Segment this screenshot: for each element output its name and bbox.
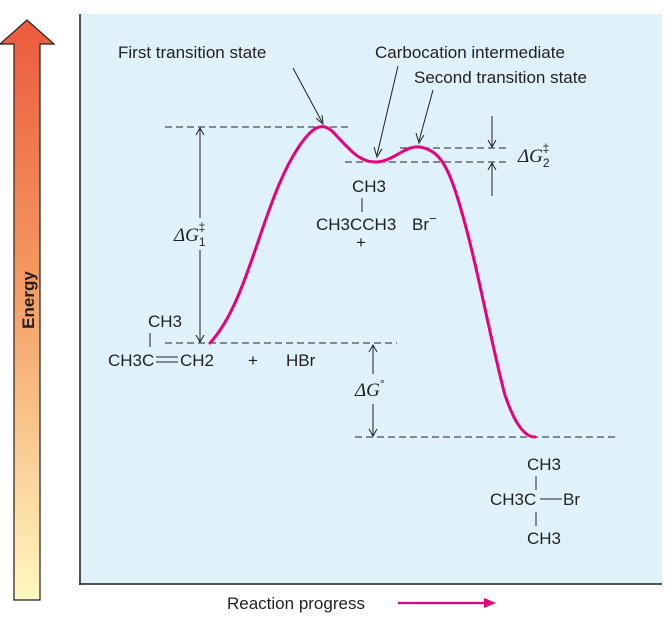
svg-text:CH3C: CH3C	[490, 490, 536, 509]
svg-text:Br−: Br−	[412, 211, 437, 234]
reaction-energy-curve	[208, 125, 537, 439]
svg-text:+: +	[356, 233, 366, 252]
svg-text:CH3: CH3	[527, 529, 561, 548]
svg-text:Br: Br	[563, 490, 580, 509]
first-ts-pointer	[292, 67, 324, 126]
svg-text:CH3: CH3	[148, 312, 182, 331]
carbocation-label: Carbocation intermediate	[375, 43, 565, 62]
carbocation-pointer	[373, 65, 399, 159]
svg-text:CH2: CH2	[180, 351, 214, 370]
energy-axis-arrow	[0, 19, 56, 601]
svg-text:HBr: HBr	[286, 351, 316, 370]
plot-panel	[80, 14, 662, 584]
svg-text:CH3: CH3	[352, 177, 386, 196]
y-axis-label: Energy	[19, 271, 38, 329]
dg0-label: ΔG°	[354, 377, 385, 401]
reactant-structure: CH3 CH3C CH2 + HBr	[108, 312, 316, 370]
svg-text:+: +	[248, 351, 258, 370]
reaction-progress-arrow	[398, 598, 496, 608]
svg-text:CH3: CH3	[527, 455, 561, 474]
second-ts-label: Second transition state	[414, 68, 587, 87]
dg1-label: ΔG1‡	[173, 220, 206, 249]
svg-text:CH3C: CH3C	[108, 351, 154, 370]
dg2-arrows	[487, 116, 497, 196]
dg2-label: ΔG2‡	[517, 141, 550, 170]
product-structure: CH3 CH3C Br CH3	[490, 455, 580, 548]
x-axis-label: Reaction progress	[227, 594, 365, 613]
first-ts-label: First transition state	[118, 43, 266, 62]
carbocation-structure: CH3 CH3CCH3 + Br−	[316, 177, 437, 252]
svg-text:CH3CCH3: CH3CCH3	[316, 215, 396, 234]
second-ts-pointer	[415, 89, 434, 145]
